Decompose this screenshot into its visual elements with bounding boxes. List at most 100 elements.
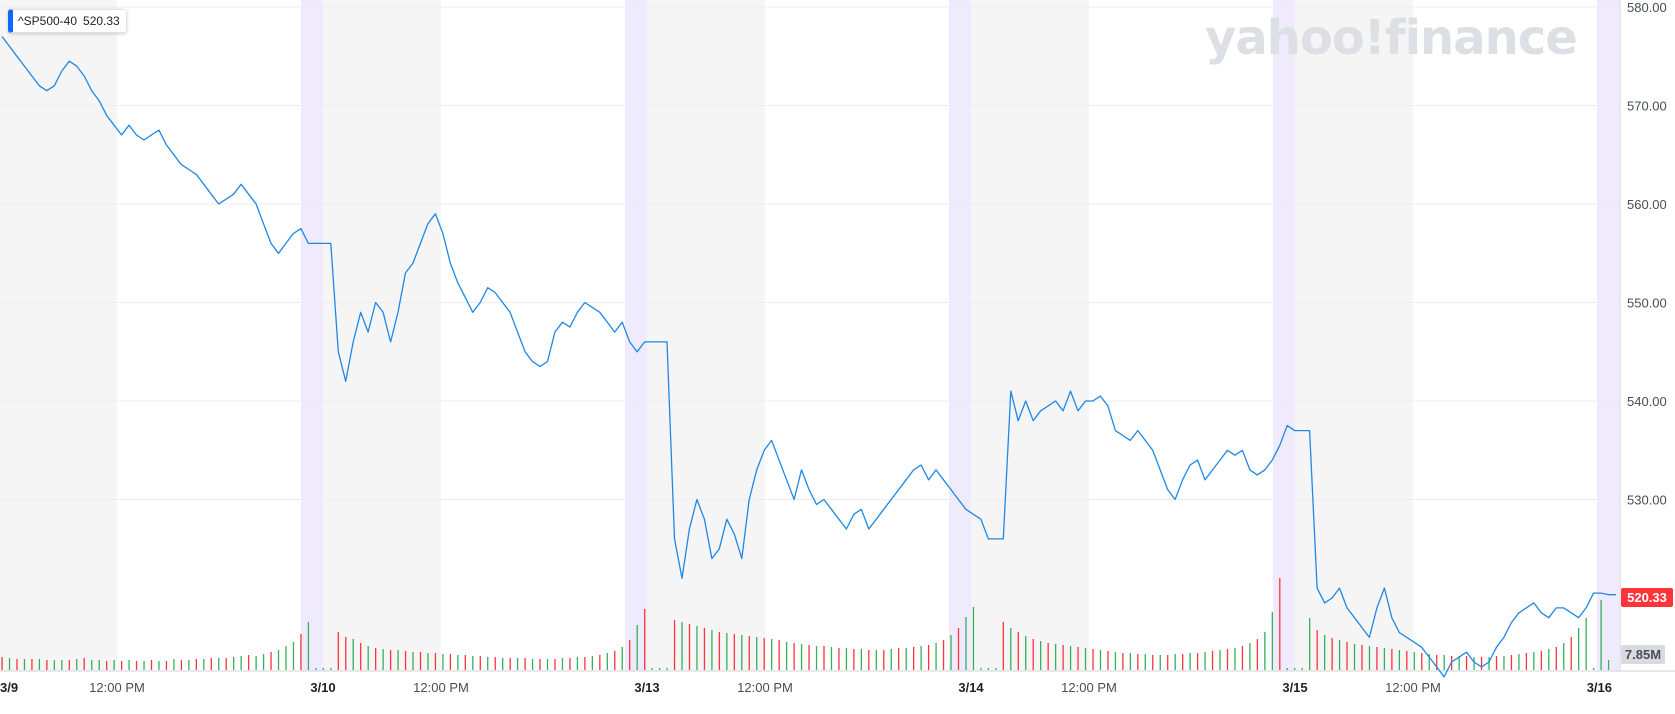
volume-bar bbox=[711, 630, 713, 670]
volume-bar bbox=[1488, 657, 1490, 670]
volume-bar bbox=[434, 653, 437, 670]
volume-bar bbox=[1338, 640, 1341, 670]
y-tick-label: 550.00 bbox=[1627, 296, 1667, 311]
volume-bar bbox=[569, 658, 571, 670]
volume-bar bbox=[591, 656, 594, 670]
y-tick-label: 530.00 bbox=[1627, 493, 1667, 508]
volume-bar bbox=[180, 660, 183, 670]
volume-bar bbox=[763, 638, 765, 670]
volume-bar bbox=[1069, 646, 1072, 670]
volume-bar bbox=[516, 658, 519, 670]
x-time-label: 12:00 PM bbox=[413, 680, 469, 695]
volume-bar bbox=[853, 649, 855, 670]
volume-bar bbox=[1540, 651, 1542, 670]
volume-bar bbox=[98, 660, 100, 670]
volume-bar bbox=[389, 650, 392, 670]
volume-bar bbox=[404, 651, 407, 670]
volume-bar bbox=[1294, 668, 1296, 670]
volume-bar bbox=[1084, 648, 1087, 670]
volume-bar bbox=[875, 650, 877, 670]
volume-bar bbox=[1578, 628, 1580, 670]
volume-bar bbox=[1226, 649, 1229, 670]
volume-bar bbox=[741, 635, 743, 670]
volume-bar bbox=[539, 659, 541, 670]
volume-bar bbox=[621, 647, 623, 670]
volume-bar bbox=[1219, 650, 1221, 670]
volume-bar bbox=[980, 668, 982, 670]
volume-bar bbox=[367, 646, 369, 670]
volume-bar bbox=[1189, 653, 1191, 670]
volume-bar bbox=[277, 650, 280, 670]
x-time-label: 12:00 PM bbox=[737, 680, 793, 695]
volume-bar bbox=[382, 649, 384, 670]
volume-bar bbox=[285, 646, 287, 670]
volume-bar bbox=[1062, 645, 1064, 670]
volume-bar bbox=[91, 660, 93, 670]
volume-bar bbox=[1555, 647, 1557, 670]
volume-bar bbox=[726, 633, 728, 670]
volume-bar bbox=[860, 649, 863, 670]
volume-bar bbox=[300, 634, 302, 670]
gridlines bbox=[0, 0, 1675, 672]
x-date-label: 3/13 bbox=[634, 680, 659, 695]
volume-bar bbox=[644, 609, 646, 670]
volume-bar bbox=[666, 668, 668, 670]
volume-bar bbox=[158, 661, 160, 670]
volume-bar bbox=[1182, 654, 1184, 670]
volume-bar bbox=[472, 656, 474, 670]
volume-bar bbox=[1241, 646, 1244, 670]
volume-bar bbox=[195, 659, 197, 670]
x-date-label: 3/9 bbox=[0, 680, 18, 695]
volume-bar bbox=[1548, 649, 1550, 670]
volume-bar bbox=[898, 648, 900, 670]
volume-bar bbox=[38, 659, 41, 670]
volume-bar bbox=[614, 651, 616, 670]
volume-bar bbox=[1271, 612, 1273, 670]
volume-bar bbox=[322, 668, 325, 670]
volume-bar bbox=[1585, 618, 1587, 670]
y-tick-label: 560.00 bbox=[1627, 197, 1667, 212]
volume-bar bbox=[1032, 639, 1034, 670]
volume-bar bbox=[1413, 652, 1415, 670]
volume-bar bbox=[1054, 644, 1057, 670]
volume-bar bbox=[920, 646, 922, 670]
volume-bar bbox=[987, 668, 990, 670]
y-tick-label: 580.00 bbox=[1627, 0, 1667, 15]
volume-bar bbox=[756, 637, 758, 670]
symbol-legend[interactable]: ^SP500-40 520.33 bbox=[8, 9, 127, 33]
legend-symbol: ^SP500-40 bbox=[18, 14, 78, 28]
y-tick-label: 540.00 bbox=[1627, 394, 1667, 409]
volume-bar bbox=[1256, 639, 1259, 670]
volume-bar bbox=[793, 643, 795, 670]
volume-bars bbox=[1, 578, 1610, 670]
volume-bar bbox=[1421, 653, 1423, 670]
volume-bar bbox=[800, 644, 803, 670]
volume-bar bbox=[1, 657, 3, 670]
volume-bar bbox=[1279, 578, 1281, 670]
volume-bar bbox=[225, 658, 227, 670]
volume-bar bbox=[808, 645, 810, 670]
volume-bar bbox=[487, 657, 489, 670]
volume-bar bbox=[255, 656, 257, 670]
premarket-band bbox=[949, 0, 971, 671]
volume-bar bbox=[68, 660, 70, 670]
volume-bar bbox=[419, 652, 422, 670]
volume-bar bbox=[942, 640, 945, 670]
volume-bar bbox=[845, 648, 848, 670]
volume-bar bbox=[494, 657, 496, 670]
volume-bar bbox=[464, 655, 466, 670]
volume-bar bbox=[1533, 652, 1535, 670]
volume-bar bbox=[771, 639, 773, 670]
volume-bar bbox=[830, 647, 833, 670]
volume-bar bbox=[1077, 647, 1079, 670]
volume-bar bbox=[868, 650, 870, 670]
volume-bar bbox=[696, 626, 698, 670]
volume-bar bbox=[1159, 655, 1161, 670]
volume-bar bbox=[606, 653, 608, 670]
volume-bar bbox=[935, 643, 937, 670]
volume-bar bbox=[120, 661, 123, 670]
volume-bar bbox=[509, 658, 511, 670]
volume-bar bbox=[673, 620, 676, 670]
last-price-tag: 520.33 bbox=[1621, 588, 1673, 607]
